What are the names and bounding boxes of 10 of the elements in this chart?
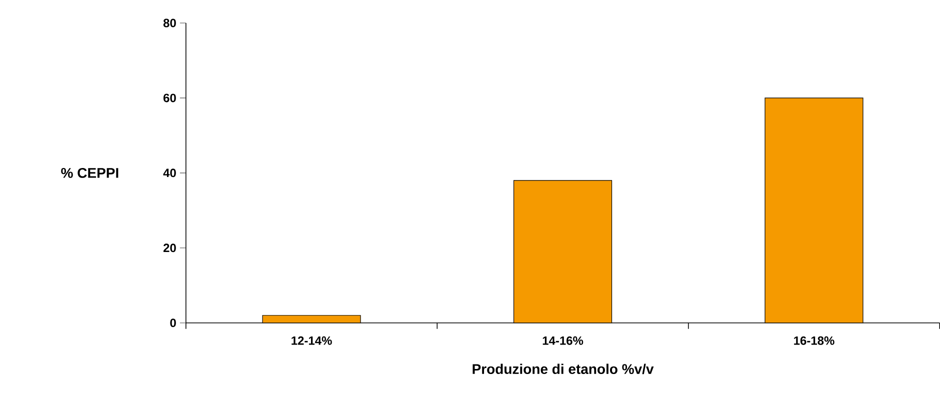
x-tick-label: 12-14% (292, 336, 332, 345)
y-axis-title: % CEPPI (61, 168, 118, 178)
x-axis-title: Produzione di etanolo %v/v (472, 364, 654, 374)
y-tick-label: 40 (163, 168, 176, 178)
y-tick-label: 60 (163, 94, 176, 102)
x-tick-label: 16-18% (794, 336, 834, 345)
y-tick-label: 0 (170, 318, 176, 328)
y-tick-label: 80 (163, 18, 176, 28)
y-tick-label: 20 (163, 244, 176, 252)
x-tick-label: 14-16% (542, 336, 584, 345)
